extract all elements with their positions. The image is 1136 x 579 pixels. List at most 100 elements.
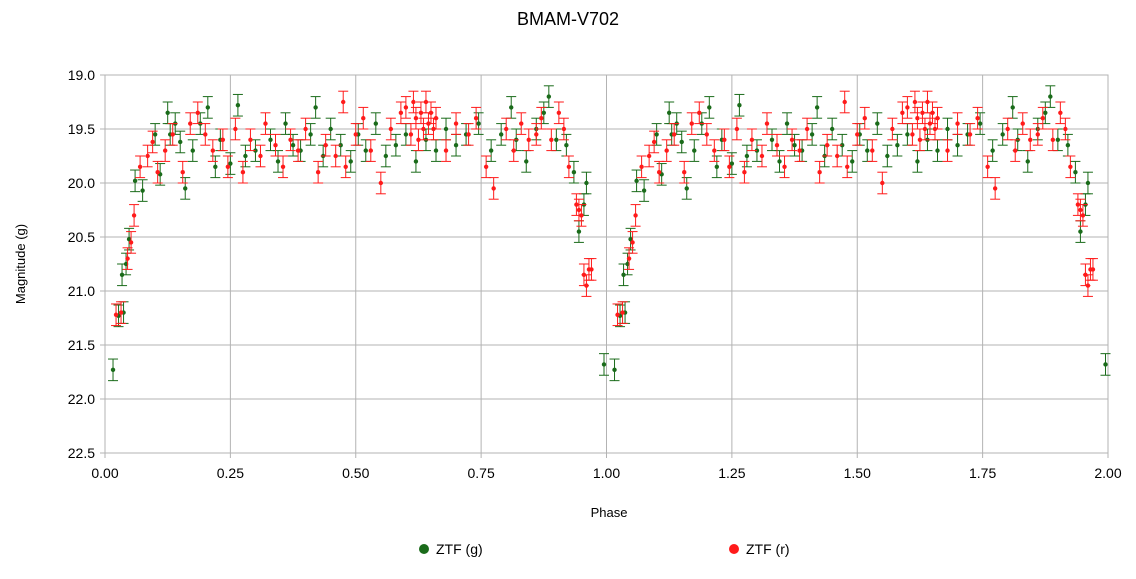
data-point-g bbox=[265, 128, 276, 152]
data-point-r bbox=[686, 112, 697, 135]
data-point-g bbox=[305, 123, 316, 146]
x-tick-label: 1.25 bbox=[718, 465, 745, 481]
marker bbox=[814, 105, 820, 110]
marker bbox=[1028, 137, 1033, 142]
data-point-r bbox=[200, 123, 211, 146]
data-point-g bbox=[704, 96, 715, 119]
data-point-g bbox=[656, 163, 667, 186]
y-axis-label: Magnitude (g) bbox=[13, 224, 28, 304]
marker bbox=[840, 143, 845, 148]
marker bbox=[183, 186, 188, 191]
data-point-r bbox=[546, 128, 557, 152]
data-point-r bbox=[300, 117, 311, 141]
data-point-r bbox=[350, 123, 361, 146]
data-point-r bbox=[1025, 128, 1036, 152]
data-point-r bbox=[669, 123, 680, 146]
marker bbox=[361, 116, 366, 121]
series-g bbox=[108, 85, 1111, 382]
marker bbox=[789, 137, 795, 142]
legend-label-r: ZTF (r) bbox=[746, 541, 790, 557]
data-point-r bbox=[430, 106, 441, 130]
data-point-r bbox=[1087, 258, 1098, 281]
data-point-g bbox=[807, 123, 818, 146]
data-point-g bbox=[486, 139, 497, 162]
marker bbox=[220, 137, 226, 142]
marker bbox=[363, 148, 368, 153]
marker bbox=[1005, 126, 1010, 132]
legend-label-g: ZTF (g) bbox=[436, 541, 483, 557]
data-point-g bbox=[345, 150, 356, 173]
data-point-r bbox=[867, 139, 878, 162]
marker bbox=[584, 180, 589, 186]
marker bbox=[566, 164, 572, 169]
legend-marker-r bbox=[729, 544, 739, 554]
data-point-r bbox=[488, 177, 499, 200]
marker bbox=[612, 367, 617, 373]
marker bbox=[697, 110, 702, 116]
marker bbox=[378, 180, 384, 186]
data-point-g bbox=[892, 133, 903, 157]
marker bbox=[328, 126, 333, 132]
data-point-r bbox=[701, 123, 712, 146]
marker bbox=[945, 148, 950, 153]
marker bbox=[749, 137, 755, 142]
marker bbox=[641, 188, 647, 193]
marker bbox=[128, 240, 134, 245]
data-point-g bbox=[741, 144, 752, 168]
y-tick-label: 22.5 bbox=[68, 445, 95, 461]
marker bbox=[333, 153, 338, 159]
data-point-g bbox=[975, 112, 986, 135]
data-point-r bbox=[177, 160, 188, 184]
marker bbox=[712, 148, 717, 153]
data-point-r bbox=[1010, 139, 1021, 162]
data-point-r bbox=[558, 117, 569, 141]
marker bbox=[393, 143, 399, 148]
marker bbox=[150, 139, 155, 145]
marker bbox=[546, 94, 552, 99]
data-point-r bbox=[897, 101, 908, 125]
marker bbox=[338, 143, 343, 148]
marker bbox=[633, 213, 638, 218]
marker bbox=[1065, 143, 1071, 148]
marker bbox=[679, 139, 684, 145]
marker bbox=[654, 132, 659, 137]
marker bbox=[656, 170, 662, 175]
marker bbox=[905, 105, 910, 110]
marker bbox=[900, 110, 905, 116]
marker bbox=[240, 170, 246, 175]
data-point-g bbox=[410, 150, 421, 173]
data-point-r bbox=[636, 155, 647, 179]
data-point-r bbox=[1077, 204, 1088, 227]
data-point-g bbox=[543, 85, 554, 108]
marker bbox=[473, 116, 479, 121]
x-tick-label: 2.00 bbox=[1094, 465, 1121, 481]
data-point-g bbox=[108, 358, 119, 382]
data-point-r bbox=[972, 106, 983, 130]
marker bbox=[195, 110, 200, 116]
marker bbox=[155, 170, 160, 175]
marker bbox=[488, 148, 494, 153]
marker bbox=[403, 105, 409, 110]
data-point-r bbox=[839, 90, 850, 114]
data-point-r bbox=[746, 128, 757, 152]
data-point-r bbox=[408, 90, 419, 114]
data-point-g bbox=[380, 144, 391, 168]
marker bbox=[341, 99, 346, 105]
data-point-g bbox=[1062, 133, 1073, 157]
data-point-g bbox=[1040, 101, 1051, 125]
marker bbox=[188, 121, 193, 126]
marker bbox=[885, 153, 890, 159]
data-point-r bbox=[630, 204, 641, 227]
data-point-r bbox=[126, 231, 137, 254]
data-point-r bbox=[185, 112, 196, 135]
marker bbox=[834, 153, 840, 159]
data-point-r bbox=[731, 117, 742, 141]
x-tick-label: 0.25 bbox=[217, 465, 244, 481]
data-point-r bbox=[147, 130, 158, 154]
data-point-g bbox=[681, 177, 692, 200]
data-point-r bbox=[907, 123, 918, 146]
marker bbox=[453, 143, 459, 148]
marker bbox=[348, 159, 353, 164]
marker bbox=[769, 137, 775, 142]
data-point-r bbox=[576, 204, 587, 227]
